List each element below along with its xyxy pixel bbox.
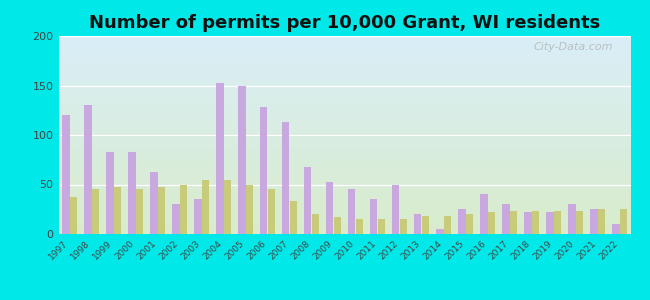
Bar	[128, 152, 135, 234]
Bar	[157, 188, 165, 234]
Bar	[326, 182, 333, 234]
Bar	[179, 184, 187, 234]
Bar	[194, 200, 202, 234]
Bar	[311, 214, 319, 234]
Bar	[238, 85, 246, 234]
Bar	[333, 217, 341, 234]
Bar	[510, 211, 517, 234]
Bar	[282, 122, 289, 234]
Bar	[524, 212, 532, 234]
Bar	[458, 209, 465, 234]
Bar	[304, 167, 311, 234]
Bar	[216, 82, 224, 234]
Bar	[546, 212, 554, 234]
Bar	[289, 201, 297, 234]
Bar	[202, 179, 209, 234]
Bar	[619, 209, 627, 234]
Bar	[436, 229, 443, 234]
Bar	[554, 211, 561, 234]
Bar	[92, 190, 99, 234]
Bar	[106, 152, 114, 234]
Bar	[597, 209, 605, 234]
Bar	[480, 194, 488, 234]
Bar	[400, 219, 407, 234]
Bar	[502, 204, 510, 234]
Bar	[246, 184, 254, 234]
Bar	[260, 107, 268, 234]
Bar	[421, 216, 429, 234]
Bar	[62, 115, 70, 234]
Bar	[488, 212, 495, 234]
Bar	[348, 190, 356, 234]
Bar	[84, 105, 92, 234]
Bar	[612, 224, 619, 234]
Bar	[114, 188, 121, 234]
Bar	[268, 190, 275, 234]
Bar	[135, 190, 143, 234]
Text: City-Data.com: City-Data.com	[534, 42, 614, 52]
Title: Number of permits per 10,000 Grant, WI residents: Number of permits per 10,000 Grant, WI r…	[89, 14, 600, 32]
Bar	[224, 179, 231, 234]
Bar	[392, 184, 400, 234]
Bar	[465, 214, 473, 234]
Bar	[443, 216, 451, 234]
Bar	[172, 204, 179, 234]
Bar	[590, 209, 597, 234]
Bar	[370, 200, 378, 234]
Bar	[575, 211, 583, 234]
Bar	[70, 197, 77, 234]
Bar	[414, 214, 421, 234]
Bar	[378, 219, 385, 234]
Bar	[568, 204, 575, 234]
Bar	[150, 172, 157, 234]
Bar	[356, 219, 363, 234]
Bar	[532, 211, 539, 234]
